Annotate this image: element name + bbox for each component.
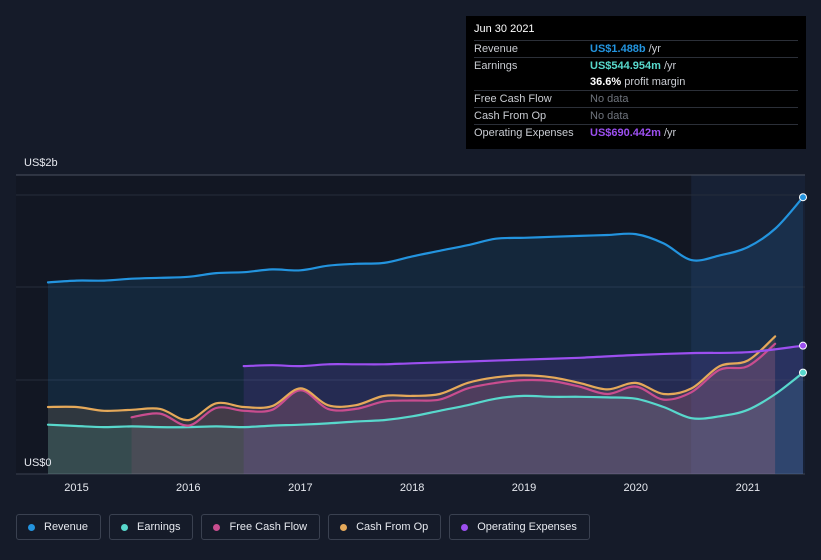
legend-item-earnings[interactable]: Earnings (109, 514, 194, 540)
end-markers (799, 193, 807, 377)
series-lines (46, 196, 805, 429)
tooltip-opex-value: US$690.442m (590, 127, 661, 139)
forecast-band (691, 175, 805, 474)
tooltip-label: Cash From Op (474, 110, 547, 122)
legend-label-earnings: Earnings (137, 521, 181, 533)
revenue-line (46, 196, 805, 284)
tooltip-unit: /yr (663, 60, 677, 72)
x-tick-label: 2020 (624, 482, 648, 494)
cfo-area (48, 336, 776, 474)
tooltip-row-earnings: Earnings US$544.954m /yr (474, 57, 798, 74)
tooltip-row-fcf: Free Cash Flow No data (474, 90, 798, 107)
chart-legend: Revenue Earnings Free Cash Flow Cash Fro… (16, 514, 590, 542)
tooltip-row-opex: Operating Expenses US$690.442m /yr (474, 124, 798, 141)
x-tick-label: 2017 (288, 482, 312, 494)
tooltip-label: Operating Expenses (474, 127, 574, 139)
tooltip-revenue-value: US$1.488b (590, 43, 646, 55)
opex-line (242, 344, 805, 368)
y-label-top: US$2b (24, 157, 58, 169)
x-tick-label: 2019 (512, 482, 536, 494)
opex-end-marker (799, 341, 807, 350)
earnings-end-marker (799, 368, 807, 377)
x-axis: 2015 2016 2017 2018 2019 2020 2021 (64, 482, 760, 494)
legend-item-cfo[interactable]: Cash From Op (328, 514, 442, 540)
plot-background (16, 175, 805, 474)
legend-item-opex[interactable]: Operating Expenses (449, 514, 590, 540)
tooltip-row-margin: 36.6% profit margin (474, 74, 798, 90)
opex-area (243, 345, 803, 474)
tooltip-date: Jun 30 2021 (474, 23, 535, 35)
opex-dot-icon (461, 523, 469, 531)
fcf-line (130, 342, 777, 427)
revenue-end-marker (799, 193, 807, 202)
y-label-bottom: US$0 (24, 457, 52, 469)
tooltip-fcf-value: No data (590, 93, 629, 105)
tooltip-unit: /yr (663, 127, 677, 139)
tooltip-label: Free Cash Flow (474, 93, 552, 105)
legend-item-fcf[interactable]: Free Cash Flow (201, 514, 321, 540)
tooltip-row-cfo: Cash From Op No data (474, 107, 798, 124)
revenue-dot-icon (28, 523, 35, 531)
grid-lines (16, 174, 805, 475)
cfo-dot-icon (340, 523, 348, 531)
tooltip-label: Revenue (474, 43, 519, 55)
earnings-line (46, 371, 805, 429)
legend-label-revenue: Revenue (44, 521, 89, 533)
data-tooltip: Jun 30 2021 Revenue US$1.488b /yr Earnin… (466, 16, 806, 149)
tooltip-margin-text: profit margin (624, 76, 686, 88)
x-tick-label: 2018 (400, 482, 424, 494)
legend-label-opex: Operating Expenses (477, 521, 577, 533)
x-tick-label: 2021 (736, 482, 760, 494)
legend-label-fcf: Free Cash Flow (229, 521, 308, 533)
x-tick-label: 2016 (176, 482, 200, 494)
fcf-dot-icon (213, 523, 221, 531)
tooltip-cfo-value: No data (590, 110, 629, 122)
legend-label-cfo: Cash From Op (356, 521, 429, 533)
cfo-line (46, 335, 777, 422)
tooltip-label: Earnings (474, 60, 518, 72)
tooltip-row-revenue: Revenue US$1.488b /yr (474, 40, 798, 57)
earnings-dot-icon (121, 523, 129, 531)
x-tick-label: 2015 (64, 482, 88, 494)
legend-item-revenue[interactable]: Revenue (16, 514, 102, 540)
tooltip-margin-value: 36.6% (590, 76, 622, 88)
tooltip-unit: /yr (648, 43, 661, 55)
tooltip-earnings-value: US$544.954m (590, 60, 661, 72)
